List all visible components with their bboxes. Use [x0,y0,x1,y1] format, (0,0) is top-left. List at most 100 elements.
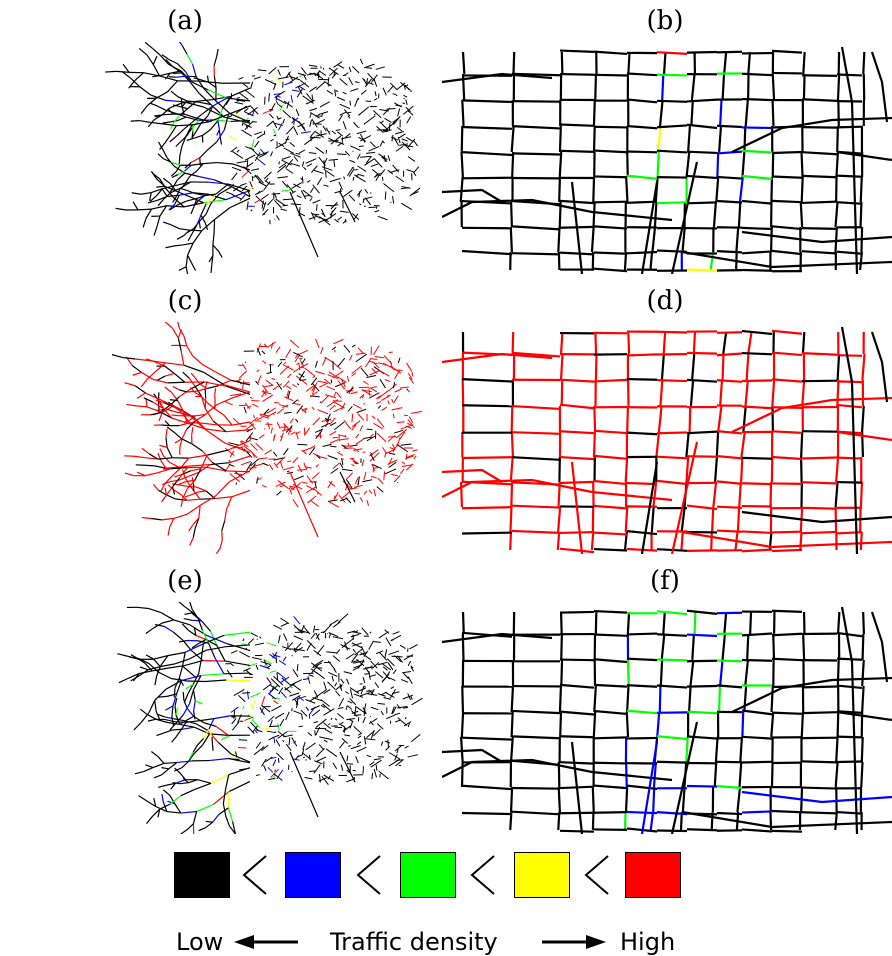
road-segment [627,685,657,687]
road-segment [836,482,838,507]
road-segment [205,680,226,681]
road-segment [187,391,196,392]
road-segment [717,786,742,788]
road-segment [303,679,309,680]
road-segment [772,762,773,787]
road-segment [385,741,390,743]
road-segment [872,52,887,122]
road-segment [512,101,560,102]
road-segment [312,119,317,128]
road-segment [213,233,214,245]
road-segment [386,746,390,750]
road-segment [407,170,414,172]
road-segment [364,736,365,744]
road-segment [772,532,802,533]
road-segment [657,762,687,763]
road-segment [720,380,722,406]
road-segment [265,80,276,85]
road-segment [346,654,354,660]
road-segment [379,632,389,638]
road-segment [213,792,229,805]
road-segment [242,364,246,370]
road-segment [271,679,280,688]
road-segment [351,464,354,466]
road-segment [296,109,299,116]
road-segment [274,435,275,441]
road-segment [357,174,364,176]
road-segment [627,202,657,203]
road-segment [391,474,398,476]
less-than-icon [352,852,386,898]
road-segment [403,103,405,104]
road-segment [355,82,359,83]
road-segment [344,672,352,674]
road-segment [837,74,862,75]
road-segment [242,693,250,694]
road-segment [289,737,290,745]
road-segment [234,689,245,695]
road-segment [772,379,802,381]
road-segment [512,531,560,533]
road-segment [837,355,862,356]
road-segment [316,339,320,348]
road-segment [292,655,293,656]
road-segment [268,778,275,779]
road-segment [112,355,123,358]
road-segment [296,376,307,384]
road-segment [196,487,206,491]
road-segment [138,209,152,210]
road-segment [313,418,320,426]
road-segment [158,672,171,678]
road-segment [692,354,694,380]
road-segment [772,177,802,178]
road-segment [381,741,382,745]
road-segment [715,457,717,482]
road-segment [286,386,291,389]
road-segment [220,138,221,145]
road-segment [594,380,627,382]
road-segment [229,768,250,775]
road-segment [742,151,772,153]
road-segment [657,481,687,484]
road-segment [239,77,244,79]
road-segment [258,375,261,383]
road-segment [837,381,862,382]
road-segment [326,652,337,653]
road-segment [403,106,413,114]
road-segment [163,222,171,225]
road-segment [241,130,251,136]
road-segment [324,682,327,690]
road-segment [463,612,464,634]
road-segment [594,634,627,635]
road-segment [192,263,196,270]
road-segment [257,370,259,372]
road-segment [687,786,717,787]
road-segment [153,379,168,383]
road-segment [287,461,291,462]
road-segment [358,414,364,421]
road-segment [512,812,560,815]
road-segment [382,177,383,181]
road-segment [316,204,317,210]
road-segment [836,457,838,482]
road-segment [237,161,248,163]
road-segment [593,787,594,812]
road-segment [561,612,562,634]
road-segment [187,824,193,830]
road-segment [402,462,405,464]
road-segment [262,485,266,487]
road-segment [148,200,157,202]
road-segment [141,106,147,114]
road-segment [278,69,281,75]
road-segment [299,350,308,354]
road-segment [262,361,266,364]
road-segment [376,765,377,771]
road-segment [262,392,272,394]
road-segment [243,84,248,88]
road-segment [298,465,302,472]
road-segment [627,711,657,713]
road-segment [338,707,343,708]
road-segment [293,457,298,462]
road-segment [207,142,216,150]
road-segment [713,482,716,507]
